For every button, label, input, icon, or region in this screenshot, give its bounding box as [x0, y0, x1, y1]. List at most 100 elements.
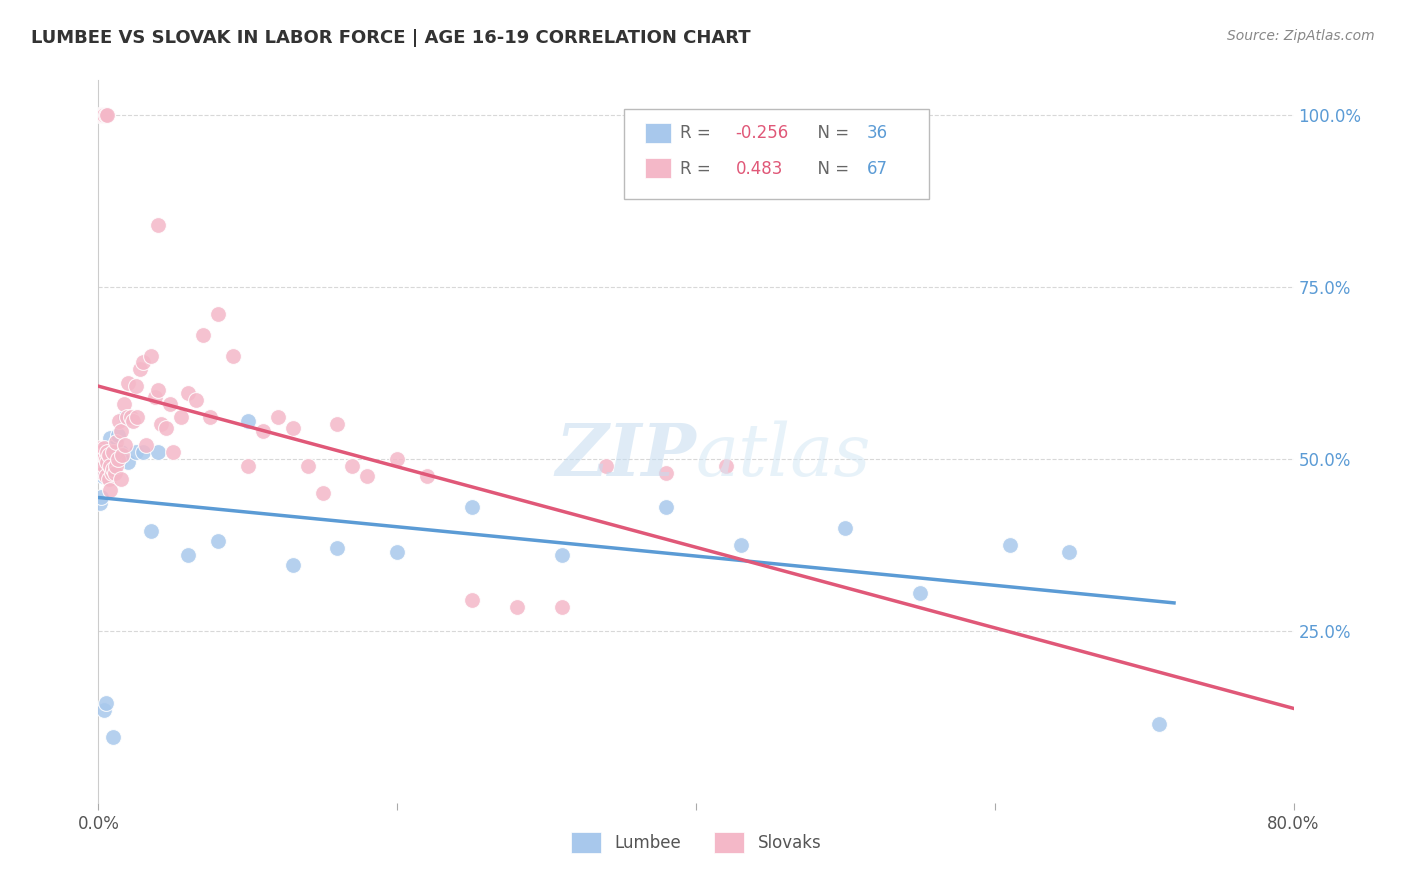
Point: [117, 455, 139, 469]
Point: [155, 421, 177, 435]
Point: [105, 445, 128, 459]
Point: [834, 520, 856, 534]
Point: [94, 451, 117, 466]
Point: [655, 466, 678, 480]
Point: [97, 472, 120, 486]
Point: [461, 592, 484, 607]
Point: [93, 442, 115, 456]
Point: [101, 466, 124, 480]
Point: [93, 703, 115, 717]
Point: [90, 490, 112, 504]
Text: -0.256: -0.256: [735, 124, 789, 142]
Point: [342, 458, 364, 473]
Point: [135, 438, 157, 452]
Point: [267, 410, 290, 425]
Point: [98, 431, 122, 445]
Point: [89, 108, 111, 122]
Text: ZIP: ZIP: [555, 420, 696, 491]
Point: [139, 524, 162, 538]
Point: [90, 108, 112, 122]
Point: [139, 349, 162, 363]
Point: [112, 397, 135, 411]
Point: [461, 500, 484, 514]
Point: [96, 108, 118, 122]
Point: [103, 731, 125, 745]
Point: [103, 445, 125, 459]
Point: [121, 414, 143, 428]
Text: 0.483: 0.483: [735, 161, 783, 178]
Point: [132, 355, 155, 369]
Point: [297, 458, 319, 473]
Point: [91, 469, 114, 483]
FancyBboxPatch shape: [624, 109, 929, 200]
Point: [114, 438, 136, 452]
Point: [207, 534, 229, 549]
Point: [191, 327, 214, 342]
Text: N =: N =: [807, 161, 855, 178]
Point: [143, 390, 166, 404]
Point: [110, 472, 132, 486]
Point: [222, 349, 245, 363]
Point: [111, 448, 134, 462]
Point: [162, 445, 184, 459]
Point: [177, 386, 200, 401]
Point: [110, 424, 132, 438]
Point: [129, 362, 152, 376]
Point: [91, 108, 114, 122]
Point: [714, 458, 737, 473]
Point: [103, 445, 125, 459]
Point: [281, 558, 304, 573]
Point: [159, 397, 181, 411]
Point: [326, 541, 349, 556]
Point: [184, 393, 207, 408]
Legend: Lumbee, Slovaks: Lumbee, Slovaks: [564, 826, 828, 860]
Point: [506, 599, 529, 614]
Point: [89, 466, 111, 480]
Point: [117, 376, 139, 390]
Point: [94, 696, 117, 710]
Point: [169, 410, 191, 425]
Point: [114, 410, 136, 425]
Point: [89, 496, 111, 510]
Point: [356, 469, 378, 483]
Point: [150, 417, 173, 432]
Text: R =: R =: [681, 161, 721, 178]
Point: [115, 410, 138, 425]
Point: [132, 445, 155, 459]
FancyBboxPatch shape: [644, 123, 671, 143]
Point: [385, 544, 409, 558]
Point: [1059, 544, 1081, 558]
Point: [550, 548, 572, 562]
Point: [655, 500, 678, 514]
Point: [236, 458, 259, 473]
Point: [107, 451, 129, 466]
Point: [89, 442, 111, 456]
Point: [96, 445, 118, 459]
Point: [98, 458, 122, 473]
Point: [252, 424, 274, 438]
Point: [148, 218, 170, 232]
Point: [105, 458, 128, 473]
Point: [93, 108, 115, 122]
Point: [108, 414, 131, 428]
Text: 67: 67: [868, 161, 887, 178]
Point: [385, 451, 409, 466]
Point: [105, 434, 128, 449]
Point: [177, 548, 200, 562]
Point: [104, 466, 127, 480]
Point: [998, 538, 1021, 552]
Point: [908, 586, 931, 600]
Point: [97, 448, 120, 462]
Point: [207, 307, 229, 321]
Text: atlas: atlas: [696, 421, 872, 491]
Point: [120, 410, 142, 425]
Text: R =: R =: [681, 124, 717, 142]
Point: [94, 469, 117, 483]
Point: [94, 462, 117, 476]
Point: [110, 445, 132, 459]
Point: [200, 410, 222, 425]
Point: [94, 108, 117, 122]
Text: LUMBEE VS SLOVAK IN LABOR FORCE | AGE 16-19 CORRELATION CHART: LUMBEE VS SLOVAK IN LABOR FORCE | AGE 16…: [31, 29, 751, 46]
Point: [98, 483, 122, 497]
Point: [107, 427, 129, 442]
